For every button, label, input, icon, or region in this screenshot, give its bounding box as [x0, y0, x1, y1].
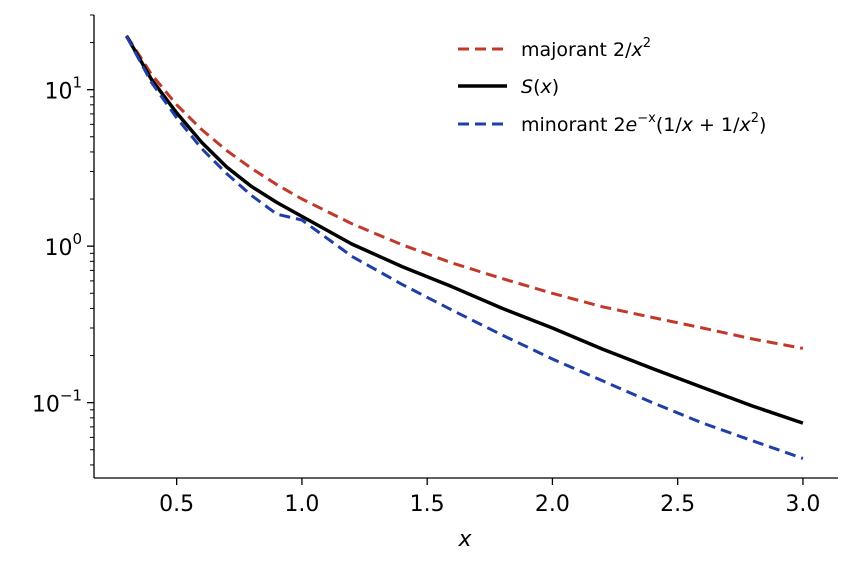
x-axis-title: x: [457, 527, 472, 552]
y-tick-label: 10−1: [32, 387, 82, 418]
x-tick-label: 2.5: [660, 492, 695, 517]
x-tick-label: 1.0: [284, 492, 319, 517]
x-tick-label: 2.0: [535, 492, 570, 517]
legend-label-majorant: majorant 2/x2: [521, 36, 651, 61]
y-tick-label: 101: [44, 74, 82, 105]
x-tick-label: 0.5: [159, 492, 194, 517]
series-layer: [125, 34, 804, 460]
x-tick-label: 3.0: [785, 492, 820, 517]
x-tick-label: 1.5: [410, 492, 445, 517]
legend-label-minorant: minorant 2e−x(1/x + 1/x2): [521, 111, 766, 136]
series-line-S: [125, 35, 804, 425]
series-line-minorant: [125, 35, 804, 460]
series-line-majorant: [125, 34, 804, 350]
ticks: 0.5 1.0 1.5 2.0 2.5 3.0 101 100 10−1: [32, 14, 820, 517]
y-tick-label: 100: [44, 230, 82, 261]
legend: majorant 2/x2 S(x) minorant 2e−x(1/x + 1…: [458, 36, 766, 136]
legend-label-s: S(x): [521, 76, 559, 98]
